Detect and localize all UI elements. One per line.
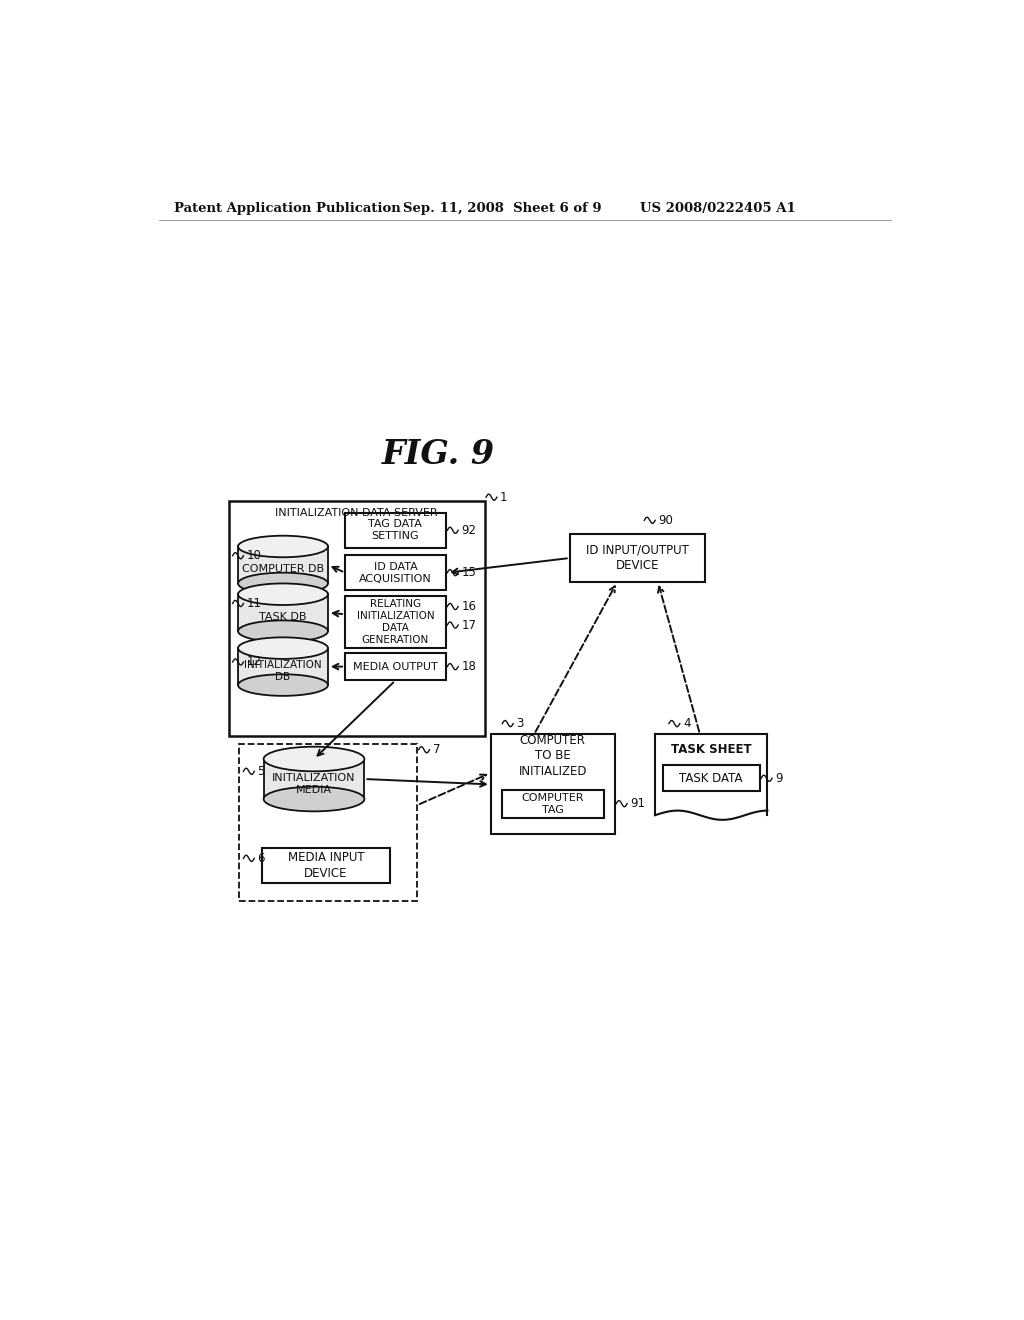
Text: ID DATA
ACQUISITION: ID DATA ACQUISITION [359,562,432,583]
Text: US 2008/0222405 A1: US 2008/0222405 A1 [640,202,796,215]
Text: INITIALIZATION
MEDIA: INITIALIZATION MEDIA [272,774,355,795]
Ellipse shape [263,747,365,771]
Bar [345,512,445,548]
Ellipse shape [238,583,328,605]
Text: FIG. 9: FIG. 9 [381,438,495,471]
Text: 12: 12 [247,656,261,668]
Ellipse shape [238,573,328,594]
Text: 91: 91 [630,797,645,810]
Text: RELATING
INITIALIZATION
DATA
GENERATION: RELATING INITIALIZATION DATA GENERATION [356,599,434,645]
Bar [228,502,484,737]
Text: TASK DB: TASK DB [259,612,307,622]
Text: 92: 92 [461,524,476,537]
Text: TASK DATA: TASK DATA [680,772,743,785]
Text: 7: 7 [432,743,440,756]
Text: MEDIA OUTPUT: MEDIA OUTPUT [353,661,437,672]
Bar [345,653,445,681]
Bar [263,759,365,799]
Bar [239,743,417,902]
Ellipse shape [238,536,328,557]
Text: 90: 90 [658,513,673,527]
Bar [262,847,390,883]
Text: 15: 15 [461,566,476,579]
Text: 5: 5 [257,764,265,777]
Text: COMPUTER
TO BE
INITIALIZED: COMPUTER TO BE INITIALIZED [518,734,587,777]
Ellipse shape [238,638,328,659]
Bar [238,546,328,583]
Bar [345,595,445,648]
Text: COMPUTER
TAG: COMPUTER TAG [521,792,584,814]
Bar [345,554,445,590]
Text: 10: 10 [247,549,261,562]
Text: ID INPUT/OUTPUT
DEVICE: ID INPUT/OUTPUT DEVICE [586,544,689,573]
Text: Sep. 11, 2008  Sheet 6 of 9: Sep. 11, 2008 Sheet 6 of 9 [403,202,602,215]
Text: 9: 9 [775,772,782,785]
Bar [238,594,328,631]
Text: 1: 1 [500,491,508,504]
Text: 18: 18 [461,660,476,673]
Text: INITIALIZATION
DB: INITIALIZATION DB [244,660,322,681]
Text: 17: 17 [461,619,476,631]
Text: COMPUTER DB: COMPUTER DB [242,564,324,574]
Text: 16: 16 [461,601,476,612]
Bar [490,734,614,834]
Text: TASK SHEET: TASK SHEET [671,743,752,756]
Ellipse shape [263,787,365,812]
Text: TAG DATA
SETTING: TAG DATA SETTING [369,519,422,541]
Text: INITIALIZATION DATA SERVER: INITIALIZATION DATA SERVER [275,508,438,519]
Text: MEDIA INPUT
DEVICE: MEDIA INPUT DEVICE [288,851,365,879]
Text: 3: 3 [516,717,523,730]
Text: 4: 4 [683,717,690,730]
Bar [663,766,760,792]
Bar [502,789,604,817]
Ellipse shape [238,675,328,696]
Text: 11: 11 [247,597,261,610]
Text: 6: 6 [257,851,265,865]
Text: Patent Application Publication: Patent Application Publication [174,202,401,215]
Bar [569,535,706,582]
Ellipse shape [238,620,328,642]
Bar [238,648,328,685]
